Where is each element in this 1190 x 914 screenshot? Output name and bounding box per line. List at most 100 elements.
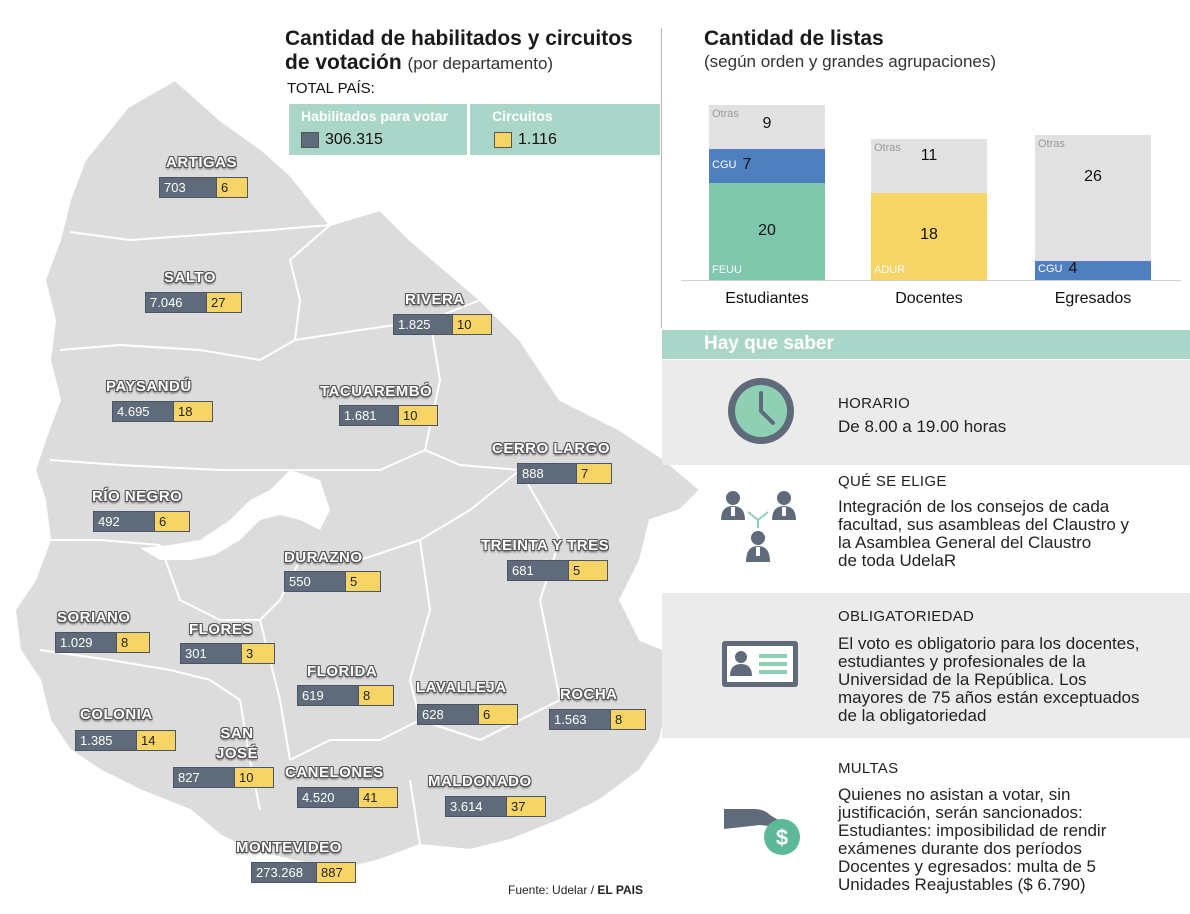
column-divider	[661, 28, 662, 328]
dept-habilitados: 827	[174, 768, 234, 787]
dept-circuitos: 8	[116, 633, 149, 652]
info-line: justificación, serán sancionados:	[838, 803, 1083, 822]
dept-habilitados: 1.029	[56, 633, 116, 652]
totals-label: TOTAL PAÍS:	[287, 80, 375, 97]
map-title-line2-text: de votación	[285, 51, 402, 74]
info-text: El voto es obligatorio para los docentes…	[838, 635, 1139, 725]
bar-segment-otras	[1035, 134, 1151, 261]
info-line: El voto es obligatorio para los docentes…	[838, 634, 1140, 653]
dept-name: SALTO	[164, 269, 216, 286]
clock-icon	[728, 378, 794, 444]
dept-name: RÍO NEGRO	[92, 488, 183, 505]
bar-segment-cgu	[709, 149, 825, 183]
lists-stacked-bar-chart: FEUU 20 CGU 7 Otras 9 Estudiantes ADUR 18 Otras 11…	[0, 0, 1190, 330]
totals-circuitos-value: 1.116	[518, 131, 557, 148]
dept-values: 7.046 27	[145, 292, 242, 313]
dept-habilitados: 681	[508, 561, 568, 580]
dept-circuitos: 8	[358, 686, 393, 705]
dept-name: SORIANO	[57, 609, 131, 626]
info-line: exámenes durante dos períodos	[838, 839, 1082, 858]
dept-name: MALDONADO	[428, 773, 532, 790]
dept-habilitados: 619	[298, 686, 358, 705]
bar-segment-otras	[871, 139, 987, 193]
people-network-icon	[721, 491, 796, 562]
dept-circuitos: 10	[234, 768, 273, 787]
money-hand-icon: $	[724, 809, 800, 855]
circuitos-swatch	[494, 132, 512, 148]
segment-name-label: CGU	[712, 159, 737, 172]
dept-values: 4.695 18	[112, 401, 213, 422]
dept-values: 681 5	[507, 560, 608, 581]
map-subtitle: (por departamento)	[407, 54, 554, 73]
dept-habilitados: 4.520	[298, 788, 358, 807]
map-title-line1: Cantidad de habilitados y circuitos	[285, 27, 633, 50]
info-line: De 8.00 a 19.00 horas	[838, 417, 1007, 436]
id-card-icon	[722, 641, 798, 687]
segment-name-label: Otras	[712, 108, 739, 121]
dept-values: 888 7	[517, 463, 612, 484]
totals-circuitos-label: Circuitos	[492, 108, 553, 124]
dept-values: 1.681 10	[339, 405, 438, 426]
dept-name: COLONIA	[80, 706, 153, 723]
segment-name-label: FEUU	[712, 264, 742, 276]
hay-que-saber-header: Hay que saber	[662, 330, 1190, 359]
dept-habilitados: 3.614	[446, 797, 506, 816]
dept-name: TACUAREMBÓ	[320, 383, 433, 400]
dept-values: 273.268 887	[251, 862, 356, 883]
info-line: mayores de 75 años están exceptuados	[838, 688, 1140, 707]
dept-circuitos: 27	[206, 293, 241, 312]
dept-circuitos: 887	[316, 863, 355, 882]
dept-values: 703 6	[159, 177, 248, 198]
bar-segment-feuu	[709, 183, 825, 280]
dept-circuitos: 6	[478, 705, 517, 724]
segment-name-label: CGU	[1038, 263, 1063, 276]
dept-habilitados: 273.268	[252, 863, 316, 882]
dept-habilitados: 1.563	[550, 710, 610, 729]
dept-circuitos: 18	[173, 402, 212, 421]
totals-habilitados-box: Habilitados para votar 306.315	[289, 104, 467, 155]
dept-name: CERRO LARGO	[492, 440, 610, 457]
dept-circuitos: 8	[610, 710, 645, 729]
hay-que-saber-title: Hay que saber	[704, 333, 834, 354]
dept-name: CANELONES	[285, 764, 384, 781]
source-brand: EL PAIS	[597, 883, 643, 897]
dept-circuitos: 7	[576, 464, 611, 483]
dept-values: 1.029 8	[55, 632, 150, 653]
info-line: de la obligatoriedad	[838, 706, 987, 725]
dept-habilitados: 1.385	[76, 731, 136, 750]
dept-values: 492 6	[93, 511, 190, 532]
dept-values: 1.563 8	[549, 709, 646, 730]
dept-name: ARTIGAS	[166, 154, 237, 171]
dept-name: RIVERA	[405, 291, 465, 308]
uruguay-map	[13, 78, 700, 872]
dept-values: 827 10	[173, 767, 274, 788]
category-label: Egresados	[1054, 290, 1132, 307]
dept-name: LAVALLEJA	[416, 679, 507, 696]
dept-habilitados: 628	[418, 705, 478, 724]
dept-values: 550 5	[284, 571, 381, 592]
totals-circuitos-box: Circuitos 1.116	[470, 104, 660, 155]
bar-segment-otras	[709, 105, 825, 150]
dept-habilitados: 492	[94, 512, 154, 531]
dept-circuitos: 3	[241, 644, 274, 663]
info-line: estudiantes y profesionales de la	[838, 652, 1086, 671]
segment-value-label: 18	[920, 226, 938, 244]
info-line: Docentes y egresados: multa de 5	[838, 857, 1096, 876]
dept-habilitados: 888	[518, 464, 576, 483]
info-line: Estudiantes: imposibilidad de rendir	[838, 821, 1107, 840]
info-text: Quienes no asistan a votar, sin justific…	[838, 786, 1106, 894]
dept-habilitados: 4.695	[113, 402, 173, 421]
dept-habilitados: 703	[160, 178, 216, 197]
segment-value-label: 11	[920, 147, 938, 165]
dept-name: TREINTA Y TRES	[481, 537, 610, 554]
dept-values: 1.825 10	[393, 314, 492, 335]
segment-value-label: 20	[758, 221, 776, 239]
map-river-negro	[140, 470, 330, 560]
totals-habilitados-label: Habilitados para votar	[301, 108, 449, 124]
chart-title: Cantidad de listas	[704, 27, 884, 50]
dept-circuitos: 6	[154, 512, 189, 531]
dept-circuitos: 5	[568, 561, 607, 580]
info-title: HORARIO	[838, 395, 911, 412]
segment-name-label: Otras	[874, 142, 901, 155]
chart-baseline	[681, 280, 1181, 281]
